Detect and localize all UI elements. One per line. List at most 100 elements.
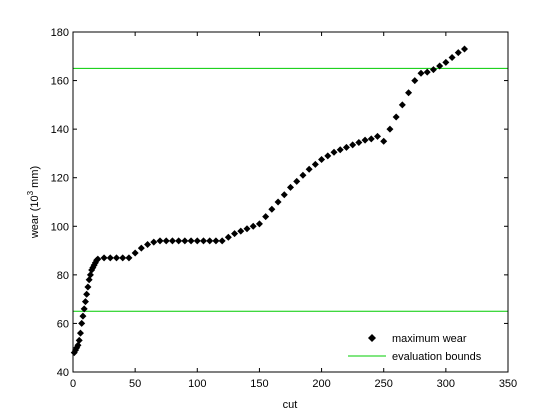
y-tick-label-0: 40 xyxy=(57,367,69,379)
y-axis-label-superscript: 3 xyxy=(26,190,35,195)
legend-label-evaluation-bounds: evaluation bounds xyxy=(392,351,482,363)
data-point-68 xyxy=(398,101,406,109)
data-point-72 xyxy=(423,68,431,76)
data-point-71 xyxy=(417,69,425,77)
data-point-47 xyxy=(268,205,276,213)
data-point-22 xyxy=(113,254,120,262)
data-point-76 xyxy=(448,54,456,61)
y-axis-label: wear (103 mm) xyxy=(26,166,41,239)
data-point-27 xyxy=(144,241,152,248)
data-point-7 xyxy=(79,312,87,320)
data-point-65 xyxy=(380,137,388,145)
data-point-51 xyxy=(293,177,301,185)
data-point-35 xyxy=(193,237,201,245)
data-point-43 xyxy=(243,225,251,233)
x-axis-label: cut xyxy=(283,399,298,411)
legend: maximum wear evaluation bounds xyxy=(348,333,482,363)
data-point-28 xyxy=(150,238,158,246)
ticks-layer: 0 50 100 150 200 250 300 350 40 60 80 100 120 140 160 1… xyxy=(51,27,518,390)
data-point-67 xyxy=(392,113,400,121)
data-point-8 xyxy=(80,305,88,313)
data-point-42 xyxy=(237,227,245,235)
data-point-32 xyxy=(175,237,183,245)
data-point-57 xyxy=(330,148,338,156)
data-point-46 xyxy=(262,213,270,221)
legend-label-maximum-wear: maximum wear xyxy=(392,333,467,345)
data-point-77 xyxy=(454,49,462,57)
data-point-6 xyxy=(78,319,86,327)
data-point-33 xyxy=(181,237,189,245)
data-point-75 xyxy=(442,58,450,66)
data-point-34 xyxy=(187,237,195,245)
data-point-21 xyxy=(106,254,114,262)
data-point-66 xyxy=(386,125,394,133)
data-point-25 xyxy=(131,249,139,257)
data-point-44 xyxy=(249,222,257,230)
data-point-78 xyxy=(461,45,468,53)
data-point-70 xyxy=(411,77,419,85)
data-point-23 xyxy=(119,254,127,262)
y-tick-label-3: 100 xyxy=(51,221,69,233)
y-tick-label-7: 180 xyxy=(51,27,69,39)
y-tick-label-4: 120 xyxy=(51,173,69,185)
x-tick-label-2: 100 xyxy=(188,378,206,390)
data-point-48 xyxy=(274,198,282,206)
y-tick-label-2: 80 xyxy=(57,270,69,282)
data-point-10 xyxy=(83,290,91,298)
data-point-31 xyxy=(168,237,176,245)
x-tick-label-5: 250 xyxy=(375,378,393,390)
data-point-41 xyxy=(231,230,239,238)
legend-marker-maximum-wear xyxy=(368,334,376,342)
data-point-53 xyxy=(305,165,313,173)
plot-frame xyxy=(72,31,509,373)
data-point-74 xyxy=(436,62,444,70)
data-point-63 xyxy=(367,135,375,143)
y-tick-label-6: 160 xyxy=(51,76,69,88)
data-point-55 xyxy=(318,156,326,163)
data-point-49 xyxy=(280,191,288,199)
data-point-50 xyxy=(287,183,294,191)
data-point-37 xyxy=(206,237,214,245)
x-tick-label-7: 350 xyxy=(499,378,517,390)
data-point-56 xyxy=(324,152,332,160)
data-point-24 xyxy=(125,254,133,262)
data-point-38 xyxy=(212,237,220,245)
data-point-39 xyxy=(218,237,226,245)
data-point-59 xyxy=(342,143,350,151)
x-tick-label-4: 200 xyxy=(312,378,330,390)
data-point-64 xyxy=(374,132,381,140)
data-point-13 xyxy=(86,271,94,279)
data-point-58 xyxy=(336,146,344,154)
data-point-52 xyxy=(299,171,307,179)
data-point-40 xyxy=(224,233,232,241)
x-tick-label-0: 0 xyxy=(70,378,76,390)
data-point-20 xyxy=(100,254,108,262)
data-point-11 xyxy=(84,283,92,291)
data-point-73 xyxy=(429,66,437,74)
data-point-45 xyxy=(255,220,263,228)
x-tick-label-1: 50 xyxy=(129,378,141,390)
data-point-61 xyxy=(355,139,363,146)
points-layer xyxy=(70,45,468,357)
data-point-4 xyxy=(75,336,83,344)
y-axis-label-suffix: mm) xyxy=(29,166,41,191)
data-point-19 xyxy=(94,255,102,263)
x-tick-label-3: 150 xyxy=(250,378,268,390)
data-point-9 xyxy=(81,298,89,306)
data-point-62 xyxy=(361,136,369,144)
x-tick-label-6: 300 xyxy=(437,378,455,390)
data-point-26 xyxy=(137,244,145,252)
data-point-3 xyxy=(74,341,82,349)
data-point-36 xyxy=(200,237,207,245)
y-axis-label-prefix: wear (10 xyxy=(29,195,41,239)
y-tick-label-5: 140 xyxy=(51,124,69,136)
data-point-29 xyxy=(156,237,164,245)
data-point-12 xyxy=(85,276,93,284)
data-point-5 xyxy=(76,329,84,337)
data-point-30 xyxy=(162,237,170,245)
data-point-60 xyxy=(349,141,357,149)
data-point-54 xyxy=(311,160,319,168)
data-point-69 xyxy=(405,89,413,97)
